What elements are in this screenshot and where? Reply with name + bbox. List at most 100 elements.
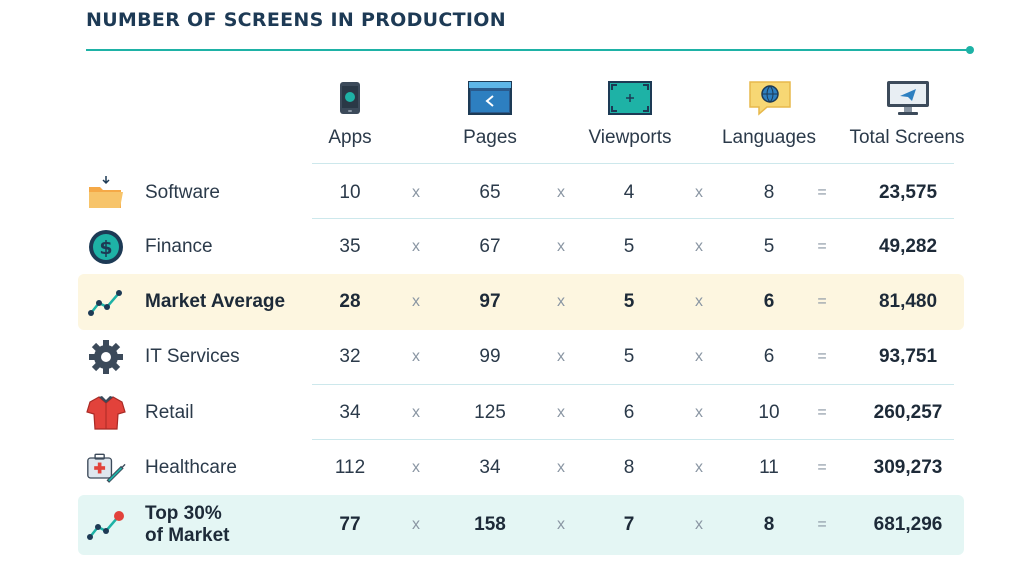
equals-operator: = <box>817 516 827 533</box>
cell-languages: 8 <box>763 514 775 535</box>
row-separator <box>312 218 954 219</box>
cell-viewports: 5 <box>623 291 635 312</box>
cell-viewports: 8 <box>623 457 635 478</box>
cell-pages: 34 <box>479 457 501 478</box>
times-operator: x <box>412 184 420 201</box>
times-operator: x <box>557 348 565 365</box>
times-operator: x <box>557 238 565 255</box>
equals-operator: = <box>817 404 827 421</box>
cell-languages: 5 <box>763 236 775 257</box>
cell-viewports: 4 <box>623 182 635 203</box>
cell-total: 93,751 <box>878 346 938 367</box>
equals-operator: = <box>817 238 827 255</box>
cell-viewports: 7 <box>623 514 635 535</box>
times-operator: x <box>412 238 420 255</box>
cell-apps: 28 <box>339 291 361 312</box>
equals-operator: = <box>817 293 827 310</box>
equals-operator: = <box>817 184 827 201</box>
cell-languages: 6 <box>763 346 775 367</box>
cell-apps: 10 <box>339 182 361 203</box>
cell-pages: 99 <box>479 346 501 367</box>
row-separator <box>312 163 954 164</box>
cell-total: 681,296 <box>873 514 943 535</box>
dollar-coin-icon: $ <box>86 227 126 267</box>
times-operator: x <box>412 348 420 365</box>
row-label: Finance <box>145 236 213 257</box>
times-operator: x <box>412 459 420 476</box>
viewport-icon <box>600 78 660 118</box>
cell-pages: 97 <box>479 291 501 312</box>
row-label-line: of Market <box>145 525 230 546</box>
cell-viewports: 6 <box>623 402 635 423</box>
table-row: Software 10 x 65 x 4 x 8 = 23,575 <box>78 165 964 221</box>
cell-languages: 11 <box>759 457 779 478</box>
shirt-icon <box>86 393 126 433</box>
times-operator: x <box>412 293 420 310</box>
cell-viewports: 5 <box>623 236 635 257</box>
row-label: IT Services <box>145 346 240 367</box>
cell-apps: 34 <box>339 402 361 423</box>
times-operator: x <box>412 404 420 421</box>
medical-kit-icon <box>86 448 126 488</box>
svg-text:$: $ <box>99 237 112 259</box>
row-label: Retail <box>145 402 194 423</box>
times-operator: x <box>695 404 703 421</box>
cell-apps: 35 <box>339 236 361 257</box>
column-header-apps: Apps <box>328 127 372 148</box>
cell-languages: 10 <box>758 402 780 423</box>
times-operator: x <box>695 184 703 201</box>
page-title: NUMBER OF SCREENS IN PRODUCTION <box>86 9 506 31</box>
times-operator: x <box>695 293 703 310</box>
equals-operator: = <box>817 348 827 365</box>
cell-total: 260,257 <box>873 402 943 423</box>
title-underline <box>86 49 970 51</box>
row-label: Top 30% of Market <box>145 495 229 555</box>
cell-total: 81,480 <box>878 291 938 312</box>
times-operator: x <box>695 459 703 476</box>
row-label: Software <box>145 182 220 203</box>
times-operator: x <box>557 516 565 533</box>
column-header-total-screens: Total Screens <box>849 127 965 148</box>
gear-icon <box>86 337 126 377</box>
table-row: $ Finance 35 x 67 x 5 x 5 = 49,282 <box>78 219 964 275</box>
cell-pages: 158 <box>474 514 506 535</box>
times-operator: x <box>557 459 565 476</box>
times-operator: x <box>557 184 565 201</box>
cell-apps: 77 <box>339 514 361 535</box>
browser-page-icon <box>460 78 520 118</box>
phone-icon <box>320 78 380 118</box>
table-row: Retail 34 x 125 x 6 x 10 = 260,257 <box>78 385 964 441</box>
cell-pages: 125 <box>474 402 506 423</box>
times-operator: x <box>557 293 565 310</box>
column-header-pages: Pages <box>463 127 517 148</box>
cell-viewports: 5 <box>623 346 635 367</box>
monitor-icon <box>878 78 938 118</box>
cell-total: 309,273 <box>873 457 943 478</box>
times-operator: x <box>557 404 565 421</box>
table-row: IT Services 32 x 99 x 5 x 6 = 93,751 <box>78 329 964 385</box>
times-operator: x <box>695 348 703 365</box>
cell-pages: 65 <box>479 182 501 203</box>
row-label-line: Top 30% <box>145 503 222 524</box>
column-header-languages: Languages <box>721 127 817 148</box>
column-header-viewports: Viewports <box>588 127 672 148</box>
cell-languages: 8 <box>763 182 775 203</box>
table-row-market-average: Market Average 28 x 97 x 5 x 6 = 81,480 <box>78 274 964 330</box>
speech-bubble-globe-icon <box>740 78 800 118</box>
cell-total: 49,282 <box>878 236 938 257</box>
row-label: Market Average <box>145 291 286 312</box>
cell-languages: 6 <box>763 291 775 312</box>
row-separator <box>312 384 954 385</box>
table-row: Healthcare 112 x 34 x 8 x 11 = 309,273 <box>78 440 964 496</box>
trend-line-icon <box>86 282 126 322</box>
equals-operator: = <box>817 459 827 476</box>
cell-apps: 112 <box>334 457 366 478</box>
times-operator: x <box>695 516 703 533</box>
row-label: Healthcare <box>145 457 237 478</box>
table-row-top-30: Top 30% of Market 77 x 158 x 7 x 8 = 681… <box>78 495 964 555</box>
cell-pages: 67 <box>479 236 501 257</box>
row-separator <box>312 439 954 440</box>
times-operator: x <box>412 516 420 533</box>
title-underline-dot <box>966 46 974 54</box>
times-operator: x <box>695 238 703 255</box>
